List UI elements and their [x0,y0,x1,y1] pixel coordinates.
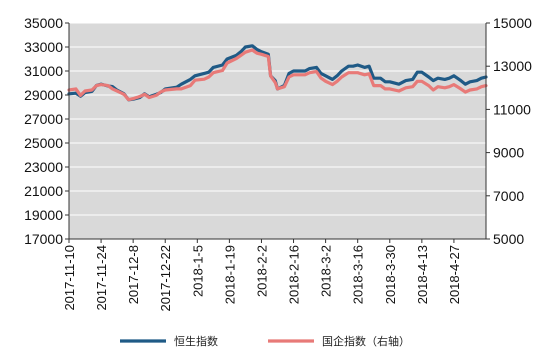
y-left-tick-label: 29000 [24,87,63,103]
x-tick-label: 2018-4-27 [447,245,462,304]
y-right-tick-label: 7000 [493,188,524,204]
x-tick-label: 2018-3-16 [351,245,366,304]
y-left-tick-label: 19000 [24,207,63,223]
y-right-tick-label: 11000 [493,101,531,117]
y-left-tick-label: 35000 [24,15,63,31]
x-tick-label: 2017-12-8 [126,245,141,304]
y-left-tick-label: 23000 [24,159,63,175]
series-group [67,44,488,102]
x-tick-label: 2017-11-10 [62,245,77,311]
y-left-tick-label: 27000 [24,111,63,127]
x-tick-label: 2017-12-22 [158,245,173,312]
x-tick-label: 2018-2-16 [287,245,302,304]
y-right-tick-label: 5000 [493,231,524,247]
x-tick-label: 2018-1-19 [222,245,237,304]
x-tick-label: 2018-1-5 [190,245,205,297]
plot-area-background [69,23,486,239]
gridlines [69,22,486,240]
x-tick-label: 2018-2-2 [254,245,269,297]
y-left-tick-label: 21000 [24,183,63,199]
x-tick-label: 2018-4-13 [415,245,430,304]
y-right-tick-label: 15000 [493,15,532,31]
series-line-right [67,48,488,102]
axes: 17000 19000 21000 23000 25000 27000 29000 31000… [24,15,532,312]
y-left-tick-label: 31000 [24,63,63,79]
x-tick-label: 2017-11-24 [94,245,109,311]
y-left-tick-label: 33000 [24,39,63,55]
y-right-tick-label: 13000 [493,58,532,74]
x-tick-label: 2018-3-2 [319,245,334,297]
x-tick-label: 2018-3-30 [383,245,398,304]
y-left-tick-label: 17000 [24,231,63,247]
legend-label-right: 国企指数（右轴） [322,334,410,348]
y-right-tick-label: 9000 [493,145,524,161]
legend: 恒生指数 国企指数（右轴） [120,334,410,348]
y-left-tick-label: 25000 [24,135,63,151]
legend-label-left: 恒生指数 [174,334,218,348]
